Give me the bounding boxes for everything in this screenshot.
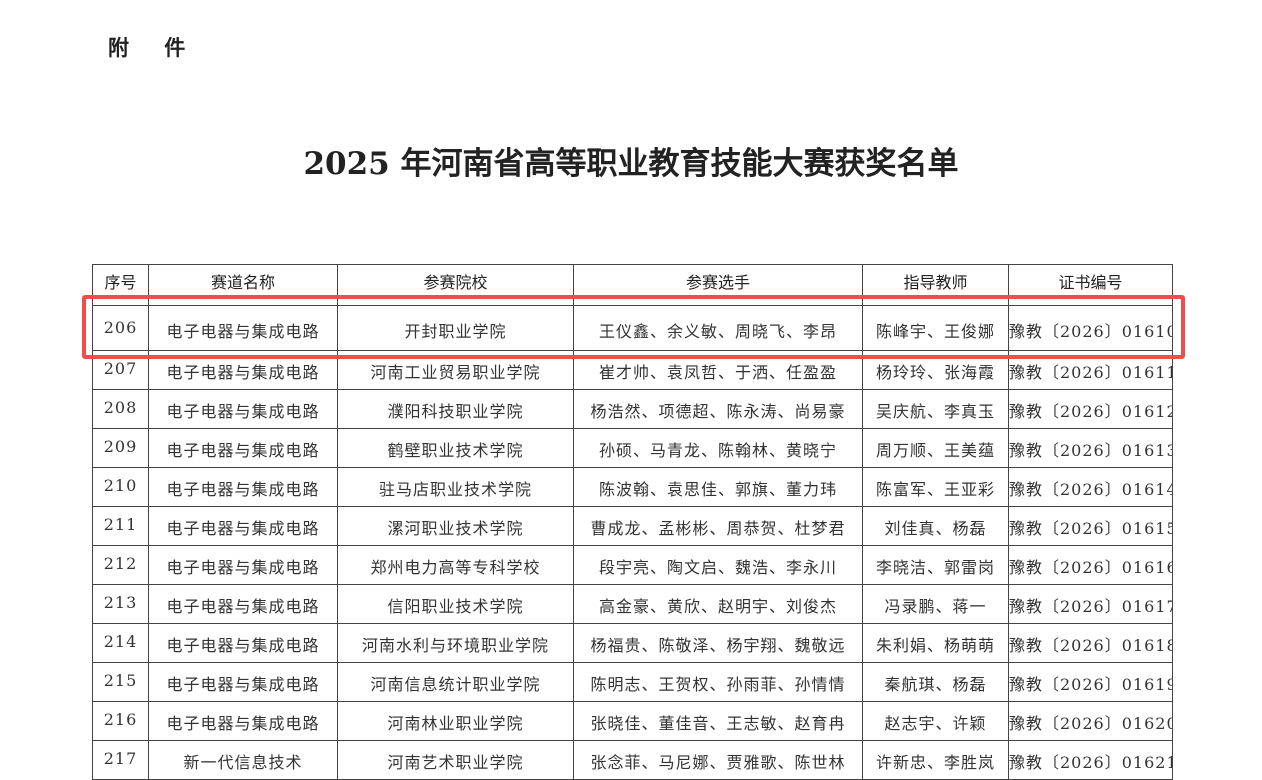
header-col-teachers: 指导教师 [862, 264, 1009, 297]
cell-school: 驻马店职业技术学院 [337, 467, 574, 507]
cell-teachers: 陈峰宇、王俊娜 [862, 305, 1009, 351]
cell-track: 电子电器与集成电路 [148, 623, 338, 663]
cell-teachers: 赵志宇、许颖 [862, 701, 1009, 741]
cell-contestants: 陈波翰、袁思佳、郭旗、董力玮 [573, 467, 863, 507]
cell-certificate: 豫教〔2026〕01614 [1008, 467, 1173, 507]
table-row: 216 电子电器与集成电路 河南林业职业学院 张晓佳、董佳音、王志敏、赵育冉 赵志宇、许… [92, 701, 1173, 741]
cell-index: 206 [92, 305, 149, 351]
cell-school: 鹤壁职业技术学院 [337, 428, 574, 468]
cell-school: 濮阳科技职业学院 [337, 389, 574, 429]
cell-certificate: 豫教〔2026〕01610 [1008, 305, 1173, 351]
table-row: 208 电子电器与集成电路 濮阳科技职业学院 杨浩然、项德超、陈永涛、尚易豪 吴庆航、李… [92, 389, 1173, 429]
table-row: 215 电子电器与集成电路 河南信息统计职业学院 陈明志、王贺权、孙雨菲、孙情情 秦航琪… [92, 662, 1173, 702]
cell-index: 211 [92, 506, 149, 546]
cell-index: 209 [92, 428, 149, 468]
cell-teachers: 许新忠、李胜岚 [862, 740, 1009, 780]
cell-teachers: 秦航琪、杨磊 [862, 662, 1009, 702]
cell-teachers: 吴庆航、李真玉 [862, 389, 1009, 429]
cell-contestants: 杨福贵、陈敬泽、杨宇翔、魏敬远 [573, 623, 863, 663]
cell-track: 电子电器与集成电路 [148, 662, 338, 702]
cell-certificate: 豫教〔2026〕01620 [1008, 701, 1173, 741]
cell-track: 电子电器与集成电路 [148, 428, 338, 468]
header-col-contestants: 参赛选手 [573, 264, 863, 297]
cell-certificate: 豫教〔2026〕01619 [1008, 662, 1173, 702]
cell-index: 215 [92, 662, 149, 702]
cell-school: 河南信息统计职业学院 [337, 662, 574, 702]
cell-certificate: 豫教〔2026〕01613 [1008, 428, 1173, 468]
table-row: 210 电子电器与集成电路 驻马店职业技术学院 陈波翰、袁思佳、郭旗、董力玮 陈富军、王… [92, 467, 1173, 507]
cell-index: 207 [92, 350, 149, 390]
table-header-row: 序号 赛道名称 参赛院校 参赛选手 指导教师 证书编号 [92, 264, 1173, 297]
cell-certificate: 豫教〔2026〕01616 [1008, 545, 1173, 585]
cell-school: 郑州电力高等专科学校 [337, 545, 574, 585]
cell-index: 210 [92, 467, 149, 507]
cell-index: 213 [92, 584, 149, 624]
spacer-row [92, 296, 1173, 306]
table-row: 214 电子电器与集成电路 河南水利与环境职业学院 杨福贵、陈敬泽、杨宇翔、魏敬远 朱利… [92, 623, 1173, 663]
cell-school: 漯河职业技术学院 [337, 506, 574, 546]
cell-contestants: 张念菲、马尼娜、贾雅歌、陈世林 [573, 740, 863, 780]
cell-index: 216 [92, 701, 149, 741]
cell-teachers: 冯录鹏、蒋一 [862, 584, 1009, 624]
cell-index: 214 [92, 623, 149, 663]
cell-contestants: 高金豪、黄欣、赵明宇、刘俊杰 [573, 584, 863, 624]
cell-teachers: 周万顺、王美蕴 [862, 428, 1009, 468]
document-title: 2025 年河南省高等职业教育技能大赛获奖名单 [303, 146, 959, 182]
award-table: 序号 赛道名称 参赛院校 参赛选手 指导教师 证书编号 206 电子电器与集成电路 开封职业学… [92, 264, 1173, 780]
header-col-certificate: 证书编号 [1008, 264, 1173, 297]
cell-teachers: 朱利娟、杨萌萌 [862, 623, 1009, 663]
cell-certificate: 豫教〔2026〕01621 [1008, 740, 1173, 780]
cell-school: 河南水利与环境职业学院 [337, 623, 574, 663]
cell-certificate: 豫教〔2026〕01617 [1008, 584, 1173, 624]
cell-contestants: 孙硕、马青龙、陈翰林、黄晓宁 [573, 428, 863, 468]
cell-contestants: 陈明志、王贺权、孙雨菲、孙情情 [573, 662, 863, 702]
table-row: 206 电子电器与集成电路 开封职业学院 王仪鑫、余义敏、周晓飞、李昂 陈峰宇、王俊娜豫… [92, 305, 1173, 351]
table-row: 209 电子电器与集成电路 鹤壁职业技术学院 孙硕、马青龙、陈翰林、黄晓宁 周万顺、王美… [92, 428, 1173, 468]
header-col-index: 序号 [92, 264, 149, 297]
cell-school: 河南林业职业学院 [337, 701, 574, 741]
cell-track: 电子电器与集成电路 [148, 545, 338, 585]
cell-teachers: 刘佳真、杨磊 [862, 506, 1009, 546]
highlight-box [82, 295, 1185, 359]
cell-contestants: 王仪鑫、余义敏、周晓飞、李昂 [573, 305, 863, 351]
cell-contestants: 张晓佳、董佳音、王志敏、赵育冉 [573, 701, 863, 741]
cell-track: 电子电器与集成电路 [148, 506, 338, 546]
header-col-school: 参赛院校 [337, 264, 574, 297]
cell-contestants: 段宇亮、陶文启、魏浩、李永川 [573, 545, 863, 585]
cell-track: 电子电器与集成电路 [148, 584, 338, 624]
cell-track: 新一代信息技术 [148, 740, 338, 780]
cell-track: 电子电器与集成电路 [148, 305, 338, 351]
cell-index: 212 [92, 545, 149, 585]
table-row: 213 电子电器与集成电路 信阳职业技术学院 高金豪、黄欣、赵明宇、刘俊杰 冯录鹏、蒋一… [92, 584, 1173, 624]
cell-contestants: 杨浩然、项德超、陈永涛、尚易豪 [573, 389, 863, 429]
cell-index: 217 [92, 740, 149, 780]
cell-track: 电子电器与集成电路 [148, 467, 338, 507]
cell-school: 河南艺术职业学院 [337, 740, 574, 780]
attachment-label: 附 件 [108, 36, 200, 60]
cell-certificate: 豫教〔2026〕01612 [1008, 389, 1173, 429]
header-col-track: 赛道名称 [148, 264, 338, 297]
cell-teachers: 李晓洁、郭雷岗 [862, 545, 1009, 585]
cell-track: 电子电器与集成电路 [148, 701, 338, 741]
cell-index: 208 [92, 389, 149, 429]
table-row: 212 电子电器与集成电路 郑州电力高等专科学校 段宇亮、陶文启、魏浩、李永川 李晓洁、… [92, 545, 1173, 585]
cell-contestants: 曹成龙、孟彬彬、周恭贺、杜梦君 [573, 506, 863, 546]
cell-teachers: 陈富军、王亚彩 [862, 467, 1009, 507]
table-row: 217 新一代信息技术 河南艺术职业学院 张念菲、马尼娜、贾雅歌、陈世林 许新忠、李胜岚… [92, 740, 1173, 780]
cell-school: 信阳职业技术学院 [337, 584, 574, 624]
cell-certificate: 豫教〔2026〕01615 [1008, 506, 1173, 546]
cell-school: 开封职业学院 [337, 305, 574, 351]
cell-certificate: 豫教〔2026〕01618 [1008, 623, 1173, 663]
table-row: 211 电子电器与集成电路 漯河职业技术学院 曹成龙、孟彬彬、周恭贺、杜梦君 刘佳真、杨… [92, 506, 1173, 546]
cell-track: 电子电器与集成电路 [148, 389, 338, 429]
